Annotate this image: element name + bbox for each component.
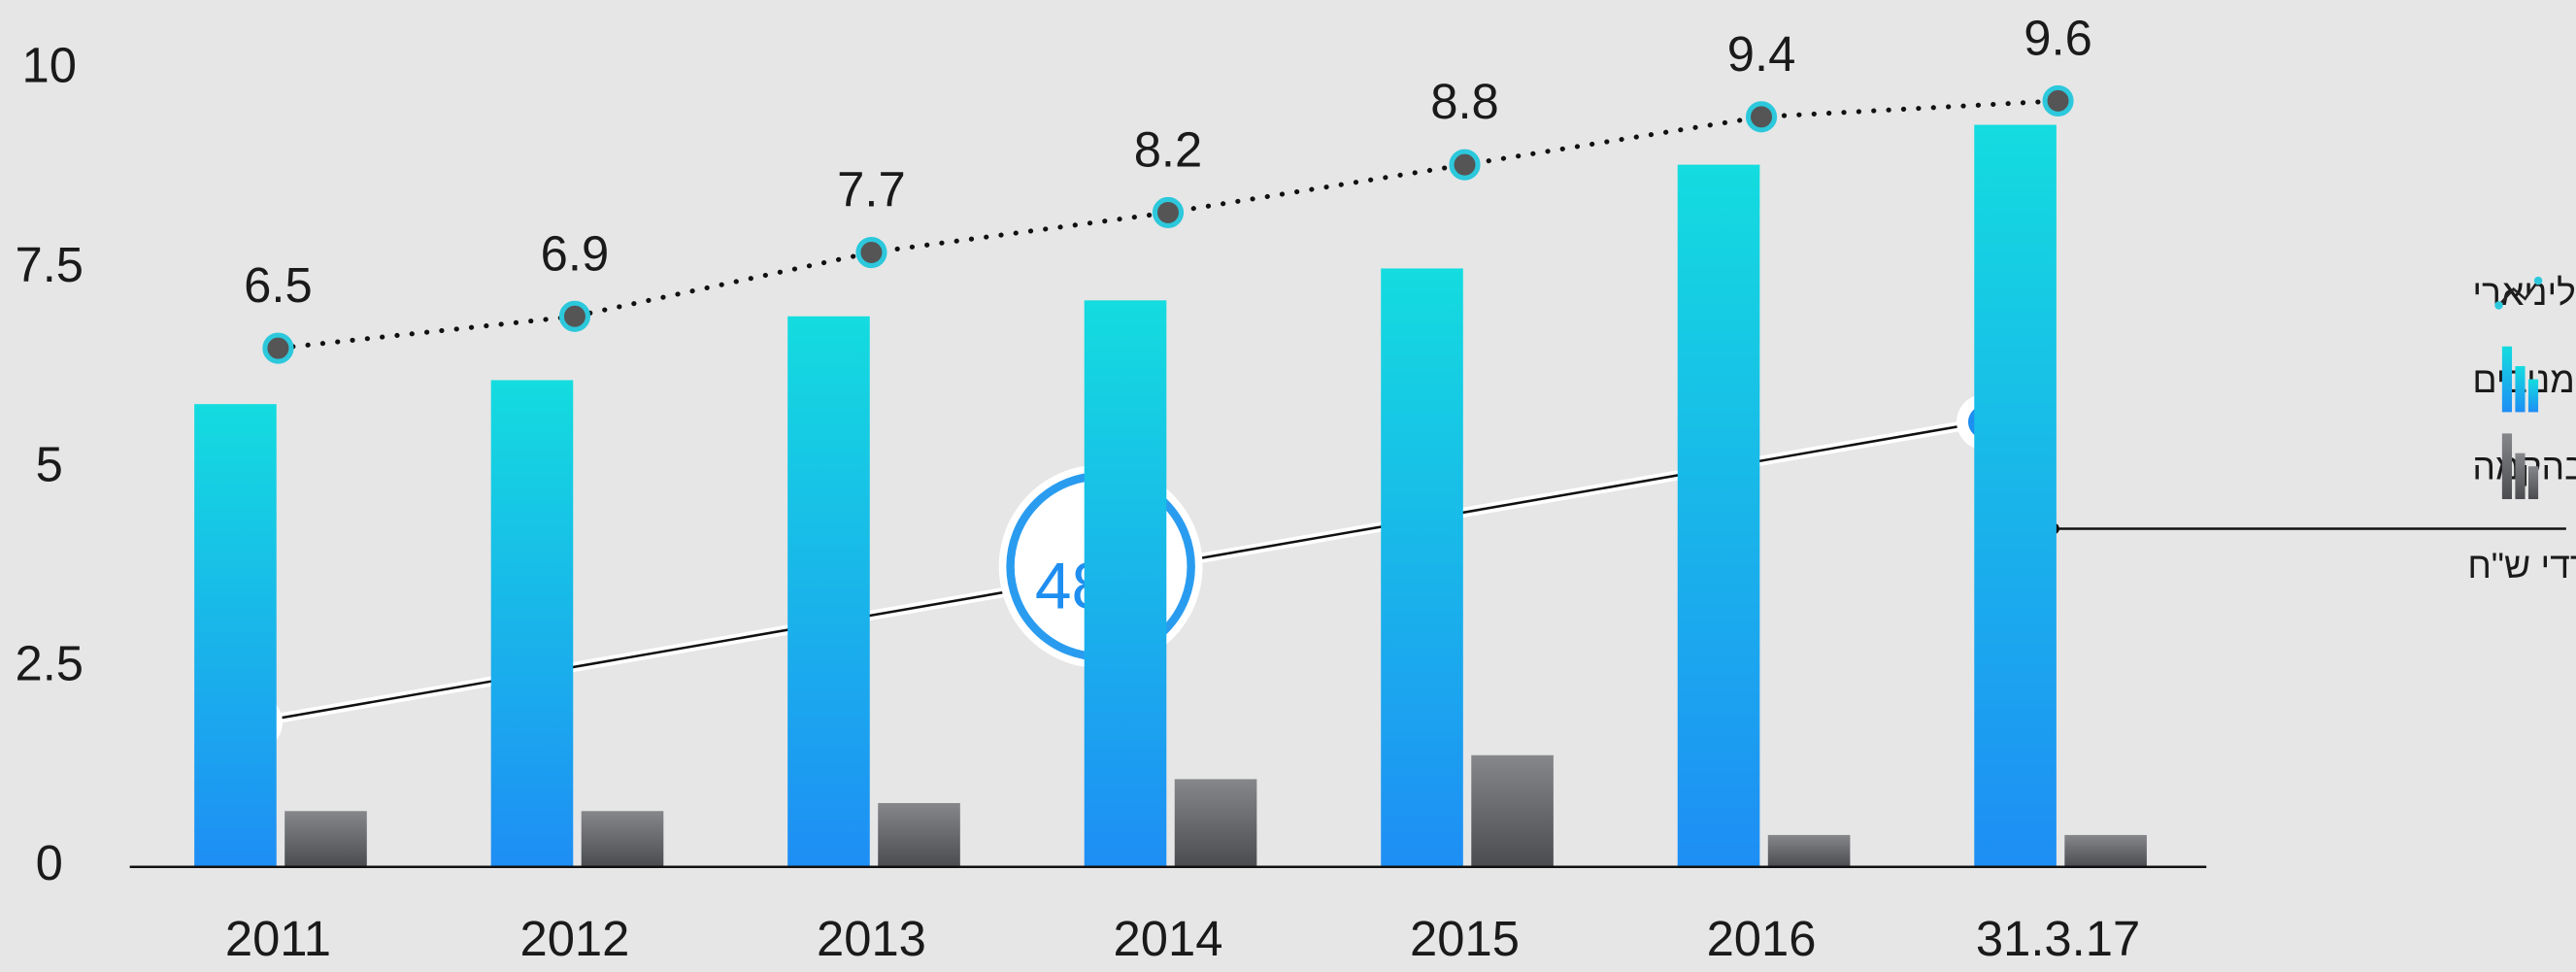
x-tick-label: 2012 [519, 911, 629, 966]
bar [491, 381, 574, 867]
line-point [2045, 87, 2071, 114]
unit-label: במיליארדי ש"ח [2467, 545, 2576, 586]
line-point [265, 335, 291, 361]
bar [1768, 835, 1851, 867]
line-point [1154, 199, 1181, 225]
line-point [561, 303, 587, 329]
y-tick-label: 10 [22, 37, 77, 92]
bar [1974, 125, 2057, 867]
bar [1678, 165, 1760, 867]
bar [787, 317, 870, 867]
y-tick-label: 0 [36, 835, 63, 890]
legend-icon [2515, 366, 2525, 412]
value-label: 8.8 [1430, 74, 1499, 129]
legend-icon-dot [2494, 301, 2502, 309]
bar [1175, 779, 1257, 866]
value-label: 6.9 [541, 225, 610, 281]
legend-label: ליניארי [2472, 272, 2575, 313]
bar [1381, 268, 1463, 866]
x-tick-label: 2011 [225, 911, 331, 966]
value-label: 9.4 [1727, 26, 1796, 82]
legend-icon [2502, 347, 2512, 413]
line-point [1452, 151, 1478, 178]
y-tick-label: 2.5 [15, 636, 84, 691]
bar [2064, 835, 2147, 867]
background [0, 0, 2576, 972]
bar [194, 404, 277, 867]
y-tick-label: 5 [36, 436, 63, 491]
bar [582, 811, 664, 867]
x-tick-label: 2016 [1707, 911, 1817, 966]
x-tick-label: 2013 [817, 911, 926, 966]
legend-icon [2502, 433, 2512, 499]
bar [878, 803, 960, 867]
line-point [1748, 104, 1774, 130]
legend-icon [2515, 453, 2525, 499]
y-tick-label: 7.5 [15, 237, 84, 292]
value-label: 7.7 [837, 162, 906, 218]
x-tick-label: 2014 [1114, 911, 1223, 966]
x-tick-label: 2015 [1410, 911, 1520, 966]
legend-icon [2528, 380, 2538, 413]
bar [284, 811, 367, 867]
value-label: 9.6 [2024, 10, 2092, 65]
legend-icon-dot [2534, 277, 2542, 285]
x-tick-label: 31.3.17 [1976, 911, 2140, 966]
chart: + 48% במיליארדי ש"ח 02.557.5102011201220… [0, 0, 2576, 972]
line-point [858, 239, 885, 265]
legend-icon [2528, 466, 2538, 499]
value-label: 8.2 [1134, 121, 1203, 177]
bar [1085, 300, 1167, 866]
bar [1471, 755, 1554, 867]
value-label: 6.5 [244, 257, 313, 313]
